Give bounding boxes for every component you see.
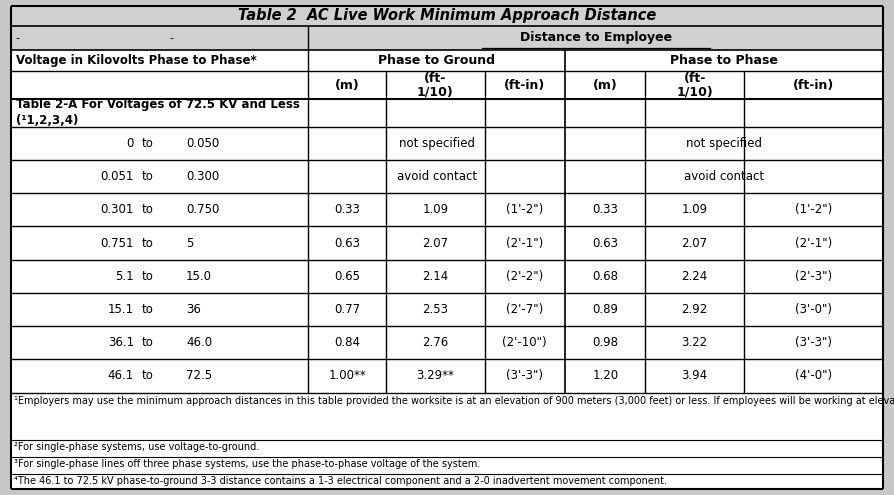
Text: to: to	[141, 203, 154, 216]
Text: 0.98: 0.98	[592, 336, 619, 349]
Text: 1.20: 1.20	[592, 369, 619, 383]
Text: 36.1: 36.1	[108, 336, 134, 349]
Text: (m): (m)	[593, 79, 618, 92]
Text: to: to	[141, 270, 154, 283]
Text: 5: 5	[186, 237, 193, 249]
Text: ⁴The 46.1 to 72.5 kV phase-to-ground 3-3 distance contains a 1-3 electrical comp: ⁴The 46.1 to 72.5 kV phase-to-ground 3-3…	[14, 476, 667, 486]
Bar	[11, 26, 883, 50]
Text: 0.68: 0.68	[592, 270, 619, 283]
Bar	[11, 293, 883, 326]
Text: 15.0: 15.0	[186, 270, 212, 283]
Bar	[11, 71, 883, 99]
Text: (2'-3"): (2'-3")	[795, 270, 832, 283]
Text: 3.94: 3.94	[681, 369, 708, 383]
Text: -: -	[170, 33, 173, 43]
Text: 0.750: 0.750	[186, 203, 219, 216]
Text: 0.300: 0.300	[186, 170, 219, 183]
Text: 5.1: 5.1	[115, 270, 134, 283]
Text: 2.53: 2.53	[422, 303, 449, 316]
Text: 2.92: 2.92	[681, 303, 708, 316]
Text: avoid contact: avoid contact	[397, 170, 477, 183]
Text: (ft-
1/10): (ft- 1/10)	[676, 72, 713, 99]
Bar	[11, 393, 883, 489]
Text: 3.22: 3.22	[681, 336, 708, 349]
Text: 0.33: 0.33	[334, 203, 360, 216]
Bar	[11, 259, 883, 293]
Bar	[11, 326, 883, 359]
Text: Table 2-A For Voltages of 72.5 KV and Less
(¹1,2,3,4): Table 2-A For Voltages of 72.5 KV and Le…	[16, 99, 300, 127]
Text: (1'-2"): (1'-2")	[795, 203, 832, 216]
Text: (3'-3"): (3'-3")	[795, 336, 832, 349]
Text: 0.051: 0.051	[101, 170, 134, 183]
Text: to: to	[141, 336, 154, 349]
Text: (2'-10"): (2'-10")	[502, 336, 547, 349]
Text: ¹Employers may use the minimum approach distances in this table provided the wor: ¹Employers may use the minimum approach …	[14, 396, 894, 406]
Text: (2'-7"): (2'-7")	[506, 303, 544, 316]
Text: Table 2  AC Live Work Minimum Approach Distance: Table 2 AC Live Work Minimum Approach Di…	[238, 8, 656, 23]
Text: (ft-
1/10): (ft- 1/10)	[417, 72, 454, 99]
Text: to: to	[141, 170, 154, 183]
Bar	[11, 226, 883, 259]
Text: Voltage in Kilovolts Phase to Phase*: Voltage in Kilovolts Phase to Phase*	[16, 54, 257, 67]
Bar	[11, 50, 883, 71]
Text: (m): (m)	[335, 79, 359, 92]
Text: (ft-in): (ft-in)	[793, 79, 834, 92]
Bar	[11, 359, 883, 393]
Text: 1.00**: 1.00**	[328, 369, 367, 383]
Text: 0.63: 0.63	[334, 237, 360, 249]
Text: 2.24: 2.24	[681, 270, 708, 283]
Text: not specified: not specified	[686, 137, 763, 150]
Text: 0.751: 0.751	[101, 237, 134, 249]
Text: avoid contact: avoid contact	[684, 170, 764, 183]
Text: to: to	[141, 369, 154, 383]
Bar	[11, 99, 883, 127]
Bar	[11, 193, 883, 226]
Text: 0.33: 0.33	[593, 203, 618, 216]
Text: Distance to Employee: Distance to Employee	[519, 31, 672, 44]
Text: 0.63: 0.63	[592, 237, 619, 249]
Text: 72.5: 72.5	[186, 369, 212, 383]
Text: ³For single-phase lines off three phase systems, use the phase-to-phase voltage : ³For single-phase lines off three phase …	[14, 459, 481, 469]
Text: 2.07: 2.07	[422, 237, 449, 249]
Text: 0.89: 0.89	[592, 303, 619, 316]
Text: 0.301: 0.301	[101, 203, 134, 216]
Text: 0.050: 0.050	[186, 137, 219, 150]
Bar	[11, 6, 883, 26]
Text: to: to	[141, 237, 154, 249]
Text: -: -	[15, 33, 19, 43]
Text: (2'-1"): (2'-1")	[506, 237, 544, 249]
Text: ²For single-phase systems, use voltage-to-ground.: ²For single-phase systems, use voltage-t…	[14, 442, 259, 452]
Text: Phase to Ground: Phase to Ground	[378, 54, 495, 67]
Text: 3.29**: 3.29**	[417, 369, 454, 383]
Text: 36: 36	[186, 303, 201, 316]
Text: 2.14: 2.14	[422, 270, 449, 283]
Text: not specified: not specified	[399, 137, 475, 150]
Text: (3'-0"): (3'-0")	[795, 303, 832, 316]
Text: 0: 0	[127, 137, 134, 150]
Text: 1.09: 1.09	[422, 203, 449, 216]
Text: to: to	[141, 303, 154, 316]
Bar	[11, 127, 883, 160]
Text: 15.1: 15.1	[108, 303, 134, 316]
Text: Phase to Phase: Phase to Phase	[670, 54, 778, 67]
Bar	[11, 160, 883, 193]
Text: to: to	[141, 137, 154, 150]
Text: (2'-1"): (2'-1")	[795, 237, 832, 249]
Text: 0.65: 0.65	[334, 270, 360, 283]
Text: (3'-3"): (3'-3")	[506, 369, 544, 383]
Text: 46.0: 46.0	[186, 336, 212, 349]
Text: 2.76: 2.76	[422, 336, 449, 349]
Text: (4'-0"): (4'-0")	[795, 369, 832, 383]
Text: 2.07: 2.07	[681, 237, 708, 249]
Text: (ft-in): (ft-in)	[504, 79, 545, 92]
Text: (1'-2"): (1'-2")	[506, 203, 544, 216]
Text: 0.77: 0.77	[334, 303, 360, 316]
Text: 1.09: 1.09	[681, 203, 708, 216]
Text: (2'-2"): (2'-2")	[506, 270, 544, 283]
Text: 0.84: 0.84	[334, 336, 360, 349]
Text: 46.1: 46.1	[108, 369, 134, 383]
